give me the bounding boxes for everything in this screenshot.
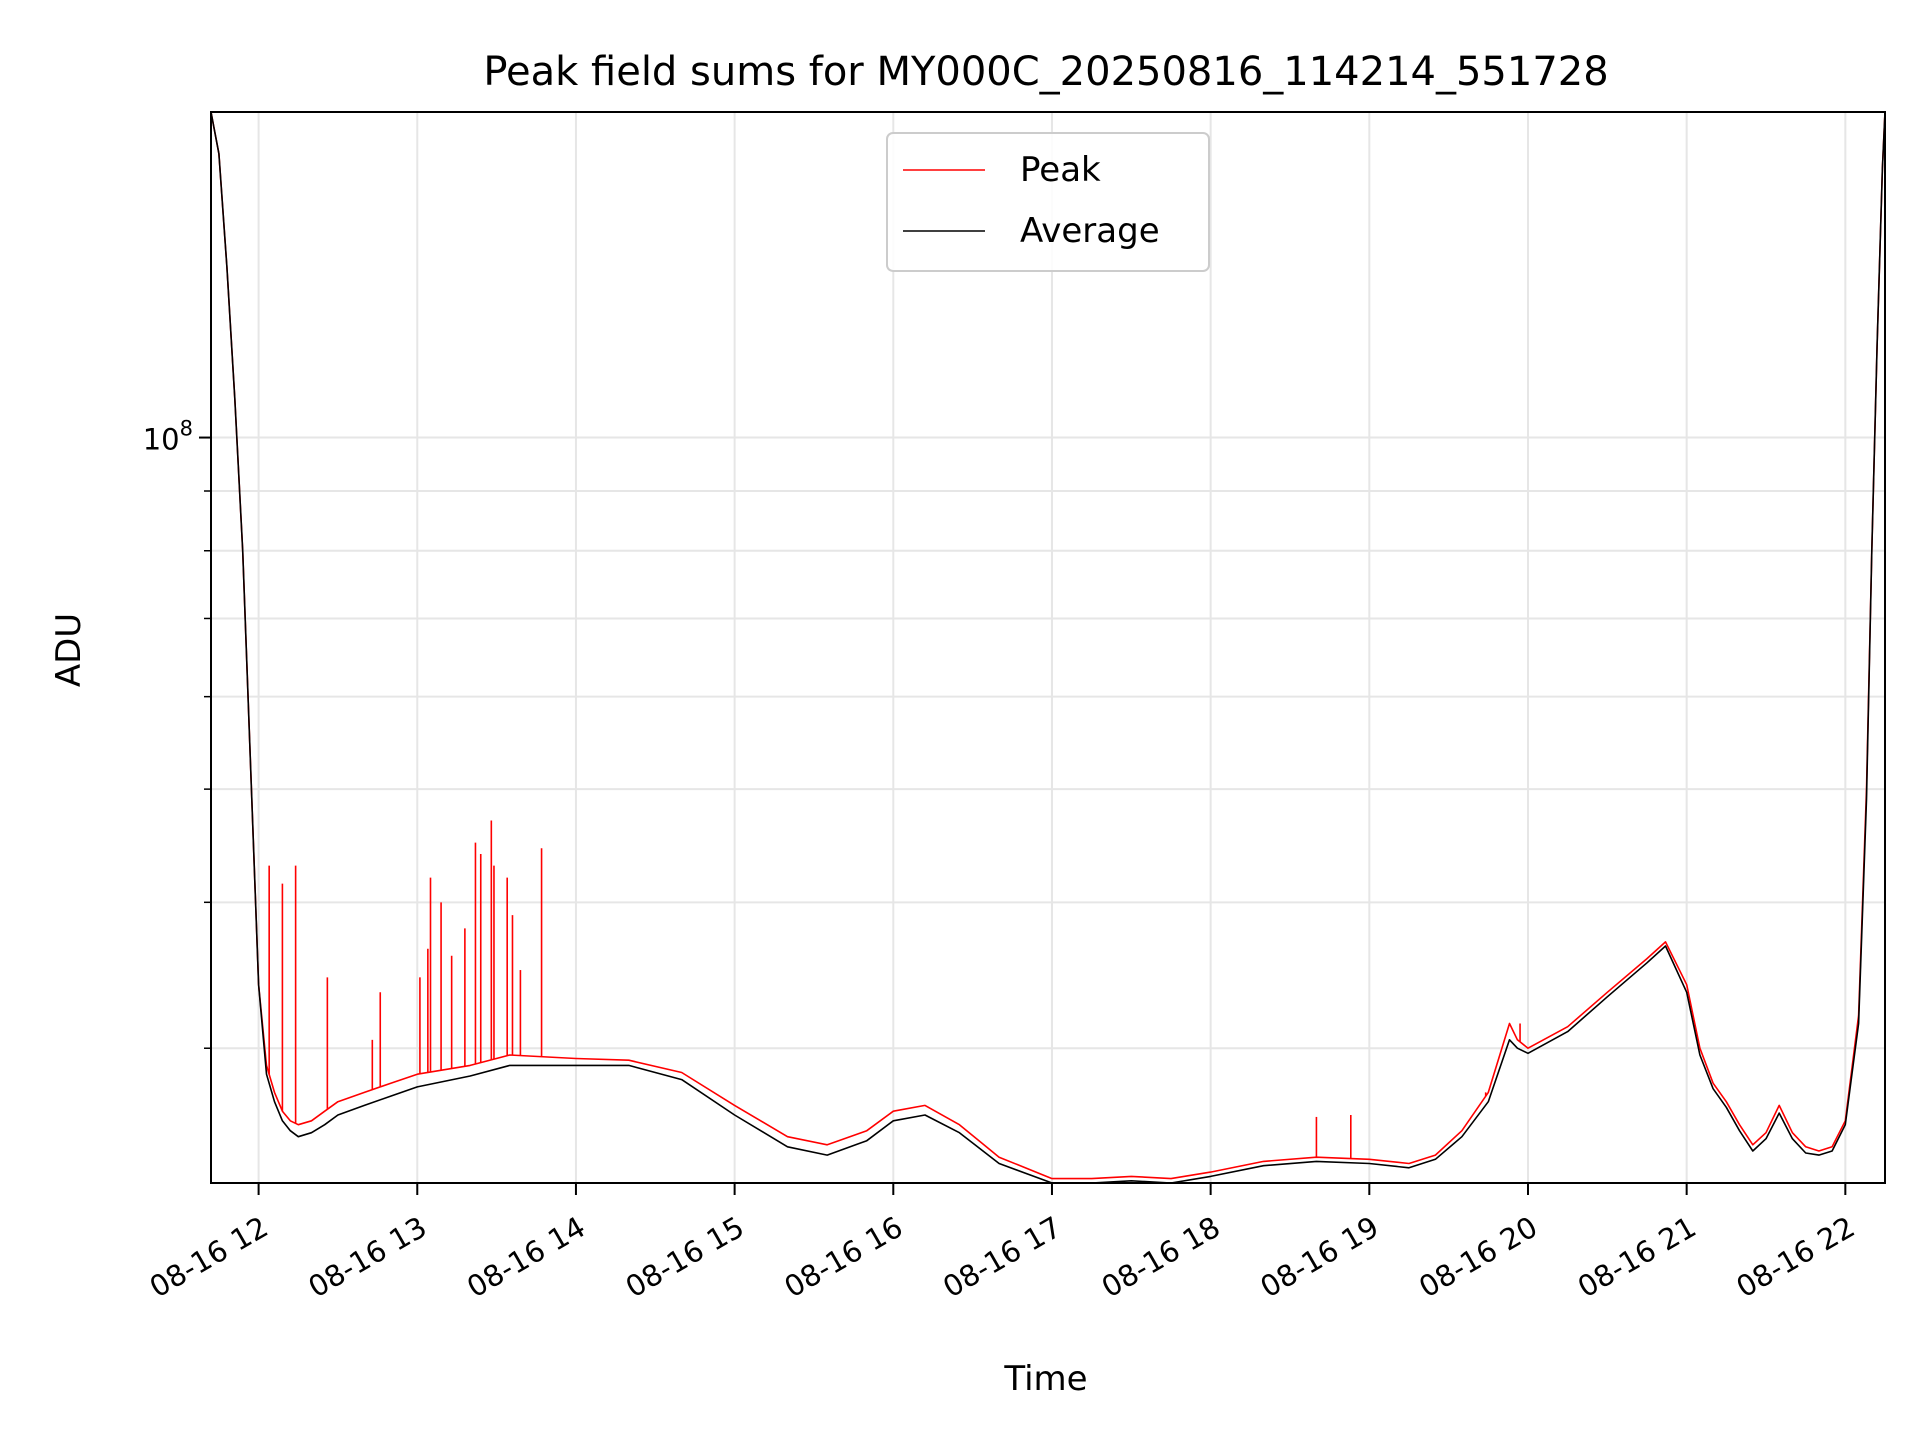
legend-label-average: Average bbox=[1020, 211, 1160, 251]
legend: Peak Average bbox=[886, 132, 1210, 272]
series-group bbox=[211, 112, 1885, 1183]
legend-box bbox=[886, 132, 1210, 272]
series-line-average bbox=[211, 112, 1885, 1183]
legend-label-peak: Peak bbox=[1020, 150, 1101, 190]
grid bbox=[211, 112, 1885, 1183]
y-tick-label-exponent: 8 bbox=[180, 417, 193, 441]
series-line-peak bbox=[211, 112, 1885, 1180]
y-tick-label-base: 10 bbox=[143, 423, 180, 457]
chart-title: Peak field sums for MY000C_20250816_1142… bbox=[483, 49, 1608, 95]
y-tick-label: 108 bbox=[143, 417, 193, 457]
y-axis-label: ADU bbox=[49, 613, 89, 687]
x-axis-label: Time bbox=[1003, 1359, 1087, 1399]
plot-frame bbox=[210, 111, 1886, 1184]
plot-area bbox=[211, 112, 1885, 1183]
